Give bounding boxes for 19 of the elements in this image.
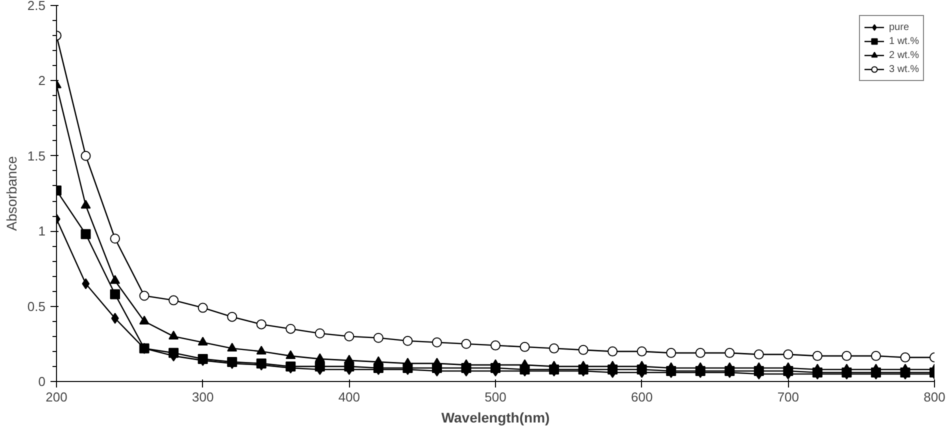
x-tick-label: 700 — [777, 390, 800, 404]
x-tick-label: 600 — [630, 390, 653, 404]
y-tick-label: 1.5 — [27, 148, 46, 164]
legend-label: 1 wt.% — [888, 36, 919, 46]
legend-label: 2 wt.% — [888, 50, 919, 60]
y-tick-label: 0 — [38, 374, 46, 389]
legend-label: 3 wt.% — [888, 64, 919, 74]
x-tick-label: 800 — [924, 390, 946, 404]
y-tick-label: 2 — [38, 73, 46, 88]
x-tick-label: 300 — [192, 390, 214, 404]
legend-label: pure — [888, 22, 909, 32]
x-tick-label: 400 — [338, 390, 360, 404]
x-tick-label: 200 — [46, 390, 68, 404]
x-axis-title: Wavelength(nm) — [441, 410, 550, 426]
y-tick-label: 2.5 — [27, 0, 46, 13]
y-tick-label: 0.5 — [27, 298, 46, 314]
y-axis-title: Absorbance — [3, 156, 20, 231]
y-tick-label: 1 — [38, 224, 46, 239]
x-tick-label: 500 — [484, 390, 506, 404]
